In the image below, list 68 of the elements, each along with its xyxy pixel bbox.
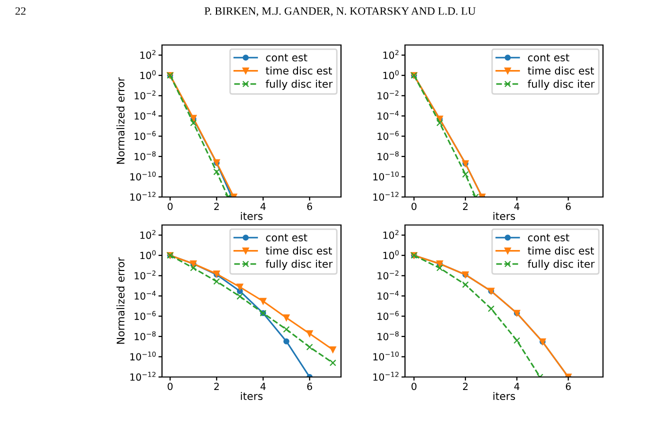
y-axis-title: Normalized error: [116, 257, 125, 344]
y-tick-label: 10$^{2}$: [140, 230, 156, 239]
x-tick-label: 2: [463, 202, 468, 210]
x-tick-label: 2: [214, 202, 219, 210]
y-tick-label: 10$^{−8}$: [378, 331, 399, 340]
x-axis-title: iters: [493, 212, 516, 220]
legend-label: cont est: [266, 234, 308, 242]
y-tick-label: 10$^{−10}$: [373, 352, 399, 360]
x-axis-title: iters: [493, 392, 516, 400]
legend-label: fully disc iter: [528, 260, 595, 270]
x-tick-label: 4: [260, 202, 266, 210]
legend-label: time disc est: [266, 246, 332, 255]
x-tick-label: 6: [307, 382, 312, 390]
y-tick-label: 10$^{−6}$: [134, 131, 156, 140]
legend-label: cont est: [266, 54, 308, 62]
y-tick-label: 10$^{−12}$: [130, 192, 156, 201]
y-tick-label: 10$^{−8}$: [134, 331, 156, 340]
y-tick-label: 10$^{2}$: [383, 50, 398, 59]
y-tick-label: 10$^{0}$: [140, 70, 156, 80]
legend-label: cont est: [528, 54, 570, 62]
x-axis-title: iters: [240, 392, 263, 400]
y-tick-label: 10$^{2}$: [383, 230, 398, 239]
x-tick-label: 0: [412, 382, 416, 390]
legend-label: time disc est: [528, 66, 594, 75]
y-tick-label: 10$^{−10}$: [130, 172, 156, 180]
y-tick-label: 10$^{2}$: [140, 50, 156, 59]
y-tick-label: 10$^{−6}$: [378, 311, 399, 320]
y-tick-label: 10$^{−2}$: [134, 90, 156, 100]
y-axis-title: Normalized error: [116, 77, 125, 164]
y-tick-label: 10$^{−10}$: [373, 172, 399, 180]
x-tick-label: 0: [412, 202, 416, 210]
legend-label: fully disc iter: [528, 80, 595, 90]
x-axis-title: iters: [240, 212, 263, 220]
y-tick-label: 10$^{−6}$: [134, 311, 156, 320]
y-tick-label: 10$^{−10}$: [130, 352, 156, 360]
x-tick-label: 0: [168, 382, 173, 390]
legend-label: fully disc iter: [266, 260, 333, 270]
x-tick-label: 6: [566, 382, 571, 390]
y-tick-label: 10$^{−6}$: [378, 131, 399, 140]
y-tick-label: 10$^{−2}$: [134, 270, 156, 280]
text: P. BIRKEN, M.J. GANDER, N. KOTARSKY AND L.D. LU: [204, 7, 476, 16]
legend-label: time disc est: [528, 246, 594, 255]
x-tick-label: 6: [307, 202, 312, 210]
y-tick-label: 10$^{−4}$: [134, 290, 156, 300]
x-tick-label: 6: [566, 202, 571, 210]
y-tick-label: 10$^{−8}$: [134, 151, 156, 160]
y-tick-label: 10$^{−4}$: [378, 110, 399, 120]
x-tick-label: 4: [514, 382, 520, 390]
y-tick-label: 10$^{−12}$: [373, 192, 398, 201]
y-tick-label: 10$^{−2}$: [378, 270, 398, 280]
y-tick-label: 10$^{−8}$: [378, 151, 399, 160]
y-tick-label: 10$^{−4}$: [134, 110, 156, 120]
x-tick-label: 4: [260, 382, 266, 390]
text: 22: [15, 7, 26, 15]
x-tick-label: 0: [168, 202, 173, 210]
y-tick-label: 10$^{−4}$: [378, 290, 399, 300]
y-tick-label: 10$^{−12}$: [373, 372, 398, 381]
y-tick-label: 10$^{−2}$: [378, 90, 398, 100]
x-tick-label: 2: [214, 382, 219, 390]
y-tick-label: 10$^{−12}$: [130, 372, 156, 381]
x-tick-label: 2: [463, 382, 468, 390]
y-tick-label: 10$^{0}$: [383, 70, 399, 80]
y-tick-label: 10$^{0}$: [383, 250, 399, 260]
legend-label: time disc est: [266, 66, 332, 75]
legend-label: fully disc iter: [266, 80, 333, 90]
y-tick-label: 10$^{0}$: [140, 250, 156, 260]
x-tick-label: 4: [514, 202, 520, 210]
legend-label: cont est: [528, 234, 570, 242]
